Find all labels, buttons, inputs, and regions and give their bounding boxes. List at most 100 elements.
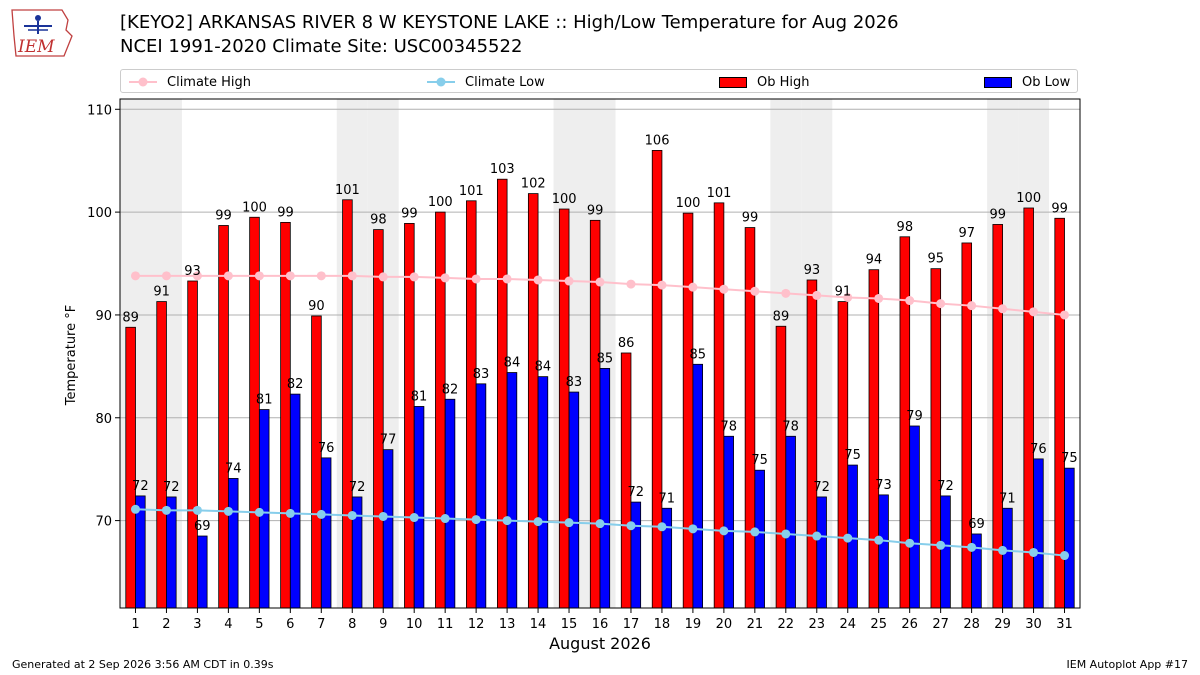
climate-high-point-day-29 xyxy=(998,304,1008,314)
climate-high-point-day-16 xyxy=(595,277,605,287)
ob-low-bar-day-3 xyxy=(197,535,208,609)
ob-low-label-day-4: 74 xyxy=(225,461,242,476)
x-tick-label-9: 9 xyxy=(379,617,387,632)
ob-high-label-day-6: 99 xyxy=(277,205,294,220)
ob-low-label-day-25: 73 xyxy=(875,478,892,493)
climate-low-point-day-23 xyxy=(812,531,822,541)
ob-low-bar-day-23 xyxy=(816,496,827,609)
ob-high-label-day-8: 101 xyxy=(335,183,360,198)
ob-high-label-day-13: 103 xyxy=(490,162,515,177)
ob-high-label-day-28: 97 xyxy=(958,226,975,241)
climate-high-point-day-24 xyxy=(843,292,853,302)
legend-ob-high-label: Ob High xyxy=(757,74,810,90)
iem-logo: IEM xyxy=(11,9,73,57)
x-tick-label-4: 4 xyxy=(224,617,232,632)
ob-low-bar-day-12 xyxy=(475,383,487,609)
legend-climate-low-swatch xyxy=(427,77,455,87)
ob-high-bar-day-30 xyxy=(1023,207,1034,609)
ob-low-bar-day-27 xyxy=(940,495,951,609)
ob-high-bar-day-3 xyxy=(187,280,198,609)
y-tick-label-80: 80 xyxy=(95,412,112,427)
ob-high-label-day-10: 99 xyxy=(401,206,418,221)
ob-low-bar-day-7 xyxy=(320,457,332,609)
x-tick-label-29: 29 xyxy=(994,617,1011,632)
climate-high-point-day-8 xyxy=(347,271,357,281)
x-tick-label-20: 20 xyxy=(716,617,733,632)
ob-low-label-day-21: 75 xyxy=(751,453,768,468)
ob-high-bars xyxy=(125,150,1065,609)
climate-high-point-day-3 xyxy=(192,271,202,281)
ob-high-bar-day-6 xyxy=(280,221,291,609)
ob-low-label-day-30: 76 xyxy=(1030,442,1047,457)
climate-high-point-day-1 xyxy=(130,271,140,281)
ob-high-bar-day-14 xyxy=(527,193,539,609)
ob-high-bar-day-18 xyxy=(651,150,663,609)
legend-ob-high: Ob High xyxy=(719,73,810,91)
x-axis: 1 2 3 4 5 6 7 8 9 10 11 12 13 14 15 16 17 18 19 20 21 22 23 24 2… xyxy=(131,608,1073,632)
ob-low-label-day-31: 75 xyxy=(1061,451,1078,466)
ob-high-label-day-11: 100 xyxy=(428,195,453,210)
ob-low-label-day-27: 72 xyxy=(937,479,954,494)
x-tick-label-24: 24 xyxy=(839,617,856,632)
ob-low-bar-day-16 xyxy=(599,368,611,609)
x-tick-label-18: 18 xyxy=(654,617,671,632)
ob-low-label-day-16: 85 xyxy=(597,351,614,366)
ob-low-label-day-14: 84 xyxy=(535,360,552,375)
legend: Climate High Climate Low Ob High Ob Low xyxy=(120,69,1078,93)
legend-ob-low-label: Ob Low xyxy=(1022,74,1071,90)
climate-low-point-day-13 xyxy=(502,516,512,526)
climate-high-point-day-12 xyxy=(471,274,481,284)
climate-high-point-day-31 xyxy=(1060,310,1070,320)
x-tick-label-7: 7 xyxy=(317,617,325,632)
climate-low-line xyxy=(130,504,1070,561)
ob-low-bar-day-25 xyxy=(878,494,889,609)
climate-high-line xyxy=(130,271,1070,320)
x-tick-label-1: 1 xyxy=(131,617,139,632)
climate-low-point-day-9 xyxy=(378,511,388,521)
x-tick-label-21: 21 xyxy=(747,617,764,632)
ob-low-bar-day-22 xyxy=(785,435,796,609)
climate-high-point-day-30 xyxy=(1029,307,1039,317)
climate-low-point-day-20 xyxy=(719,526,729,536)
ob-high-label-day-18: 106 xyxy=(645,133,670,148)
climate-low-point-day-6 xyxy=(285,508,295,518)
ob-high-bar-day-12 xyxy=(466,200,477,609)
ob-low-label-day-13: 84 xyxy=(504,356,521,371)
chart-subtitle: NCEI 1991-2020 Climate Site: USC00345522 xyxy=(120,36,523,57)
ob-low-label-day-23: 72 xyxy=(813,480,830,495)
ob-low-bar-day-20 xyxy=(723,435,734,609)
climate-low-point-day-19 xyxy=(688,524,698,534)
ob-high-label-day-3: 93 xyxy=(184,264,201,279)
ob-low-bar-day-11 xyxy=(444,398,456,609)
legend-climate-low-label: Climate Low xyxy=(465,74,545,90)
climate-low-point-day-24 xyxy=(843,533,853,543)
legend-ob-high-swatch xyxy=(719,77,747,88)
ob-high-bar-day-15 xyxy=(558,208,570,609)
ob-low-label-day-9: 77 xyxy=(380,433,397,448)
ob-high-label-day-19: 100 xyxy=(676,196,701,211)
ob-low-label-day-7: 76 xyxy=(318,441,335,456)
climate-high-point-day-22 xyxy=(781,288,791,298)
climate-high-point-day-17 xyxy=(626,279,636,289)
climate-high-point-day-5 xyxy=(254,271,264,281)
climate-low-point-day-30 xyxy=(1029,547,1039,557)
climate-low-point-day-21 xyxy=(750,527,760,537)
ob-high-label-day-12: 101 xyxy=(459,184,484,199)
ob-high-bar-day-13 xyxy=(496,178,508,609)
ob-low-bar-day-19 xyxy=(692,363,704,609)
ob-low-bar-day-9 xyxy=(382,449,394,609)
x-tick-label-15: 15 xyxy=(561,617,578,632)
x-tick-label-17: 17 xyxy=(623,617,640,632)
footer-app: IEM Autoplot App #17 xyxy=(1066,658,1189,671)
ob-high-bar-day-1 xyxy=(125,326,136,609)
ob-high-bar-day-4 xyxy=(218,225,229,609)
y-axis-label: Temperature °F xyxy=(64,305,79,406)
ob-high-label-day-2: 91 xyxy=(153,285,170,300)
climate-high-point-day-20 xyxy=(719,284,729,294)
climate-low-point-day-27 xyxy=(936,540,946,550)
climate-low-point-day-25 xyxy=(874,535,884,545)
ob-low-label-day-28: 69 xyxy=(968,517,985,532)
x-axis-label: August 2026 xyxy=(549,634,651,653)
ob-high-bar-day-11 xyxy=(435,211,446,609)
legend-climate-low: Climate Low xyxy=(427,73,545,91)
